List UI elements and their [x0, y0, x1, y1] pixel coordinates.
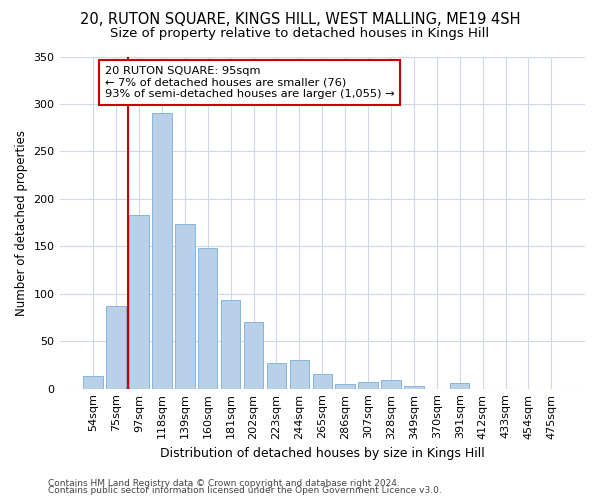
Bar: [267, 363, 286, 388]
Bar: [106, 306, 126, 388]
Bar: [175, 224, 194, 388]
Bar: [358, 382, 378, 388]
Bar: [221, 300, 241, 388]
Text: Contains public sector information licensed under the Open Government Licence v3: Contains public sector information licen…: [48, 486, 442, 495]
Bar: [335, 384, 355, 388]
Bar: [450, 383, 469, 388]
Bar: [381, 380, 401, 388]
Text: Size of property relative to detached houses in Kings Hill: Size of property relative to detached ho…: [110, 28, 490, 40]
Bar: [244, 322, 263, 388]
Text: Contains HM Land Registry data © Crown copyright and database right 2024.: Contains HM Land Registry data © Crown c…: [48, 478, 400, 488]
Bar: [129, 215, 149, 388]
Bar: [290, 360, 309, 388]
Bar: [83, 376, 103, 388]
X-axis label: Distribution of detached houses by size in Kings Hill: Distribution of detached houses by size …: [160, 447, 485, 460]
Bar: [313, 374, 332, 388]
Text: 20 RUTON SQUARE: 95sqm
← 7% of detached houses are smaller (76)
93% of semi-deta: 20 RUTON SQUARE: 95sqm ← 7% of detached …: [104, 66, 394, 99]
Bar: [404, 386, 424, 388]
Y-axis label: Number of detached properties: Number of detached properties: [15, 130, 28, 316]
Bar: [152, 114, 172, 388]
Bar: [198, 248, 217, 388]
Text: 20, RUTON SQUARE, KINGS HILL, WEST MALLING, ME19 4SH: 20, RUTON SQUARE, KINGS HILL, WEST MALLI…: [80, 12, 520, 28]
